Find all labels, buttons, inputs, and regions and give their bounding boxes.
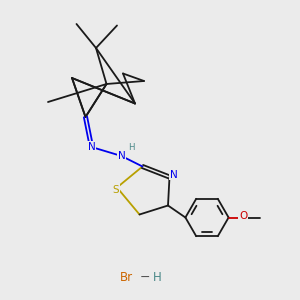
Text: Br: Br xyxy=(119,271,133,284)
Text: −: − xyxy=(140,271,150,284)
Text: N: N xyxy=(118,151,125,161)
Text: H: H xyxy=(153,271,162,284)
Text: N: N xyxy=(88,142,95,152)
Text: O: O xyxy=(239,211,247,221)
Text: N: N xyxy=(170,169,178,180)
Text: S: S xyxy=(112,185,119,195)
Text: H: H xyxy=(128,143,134,152)
